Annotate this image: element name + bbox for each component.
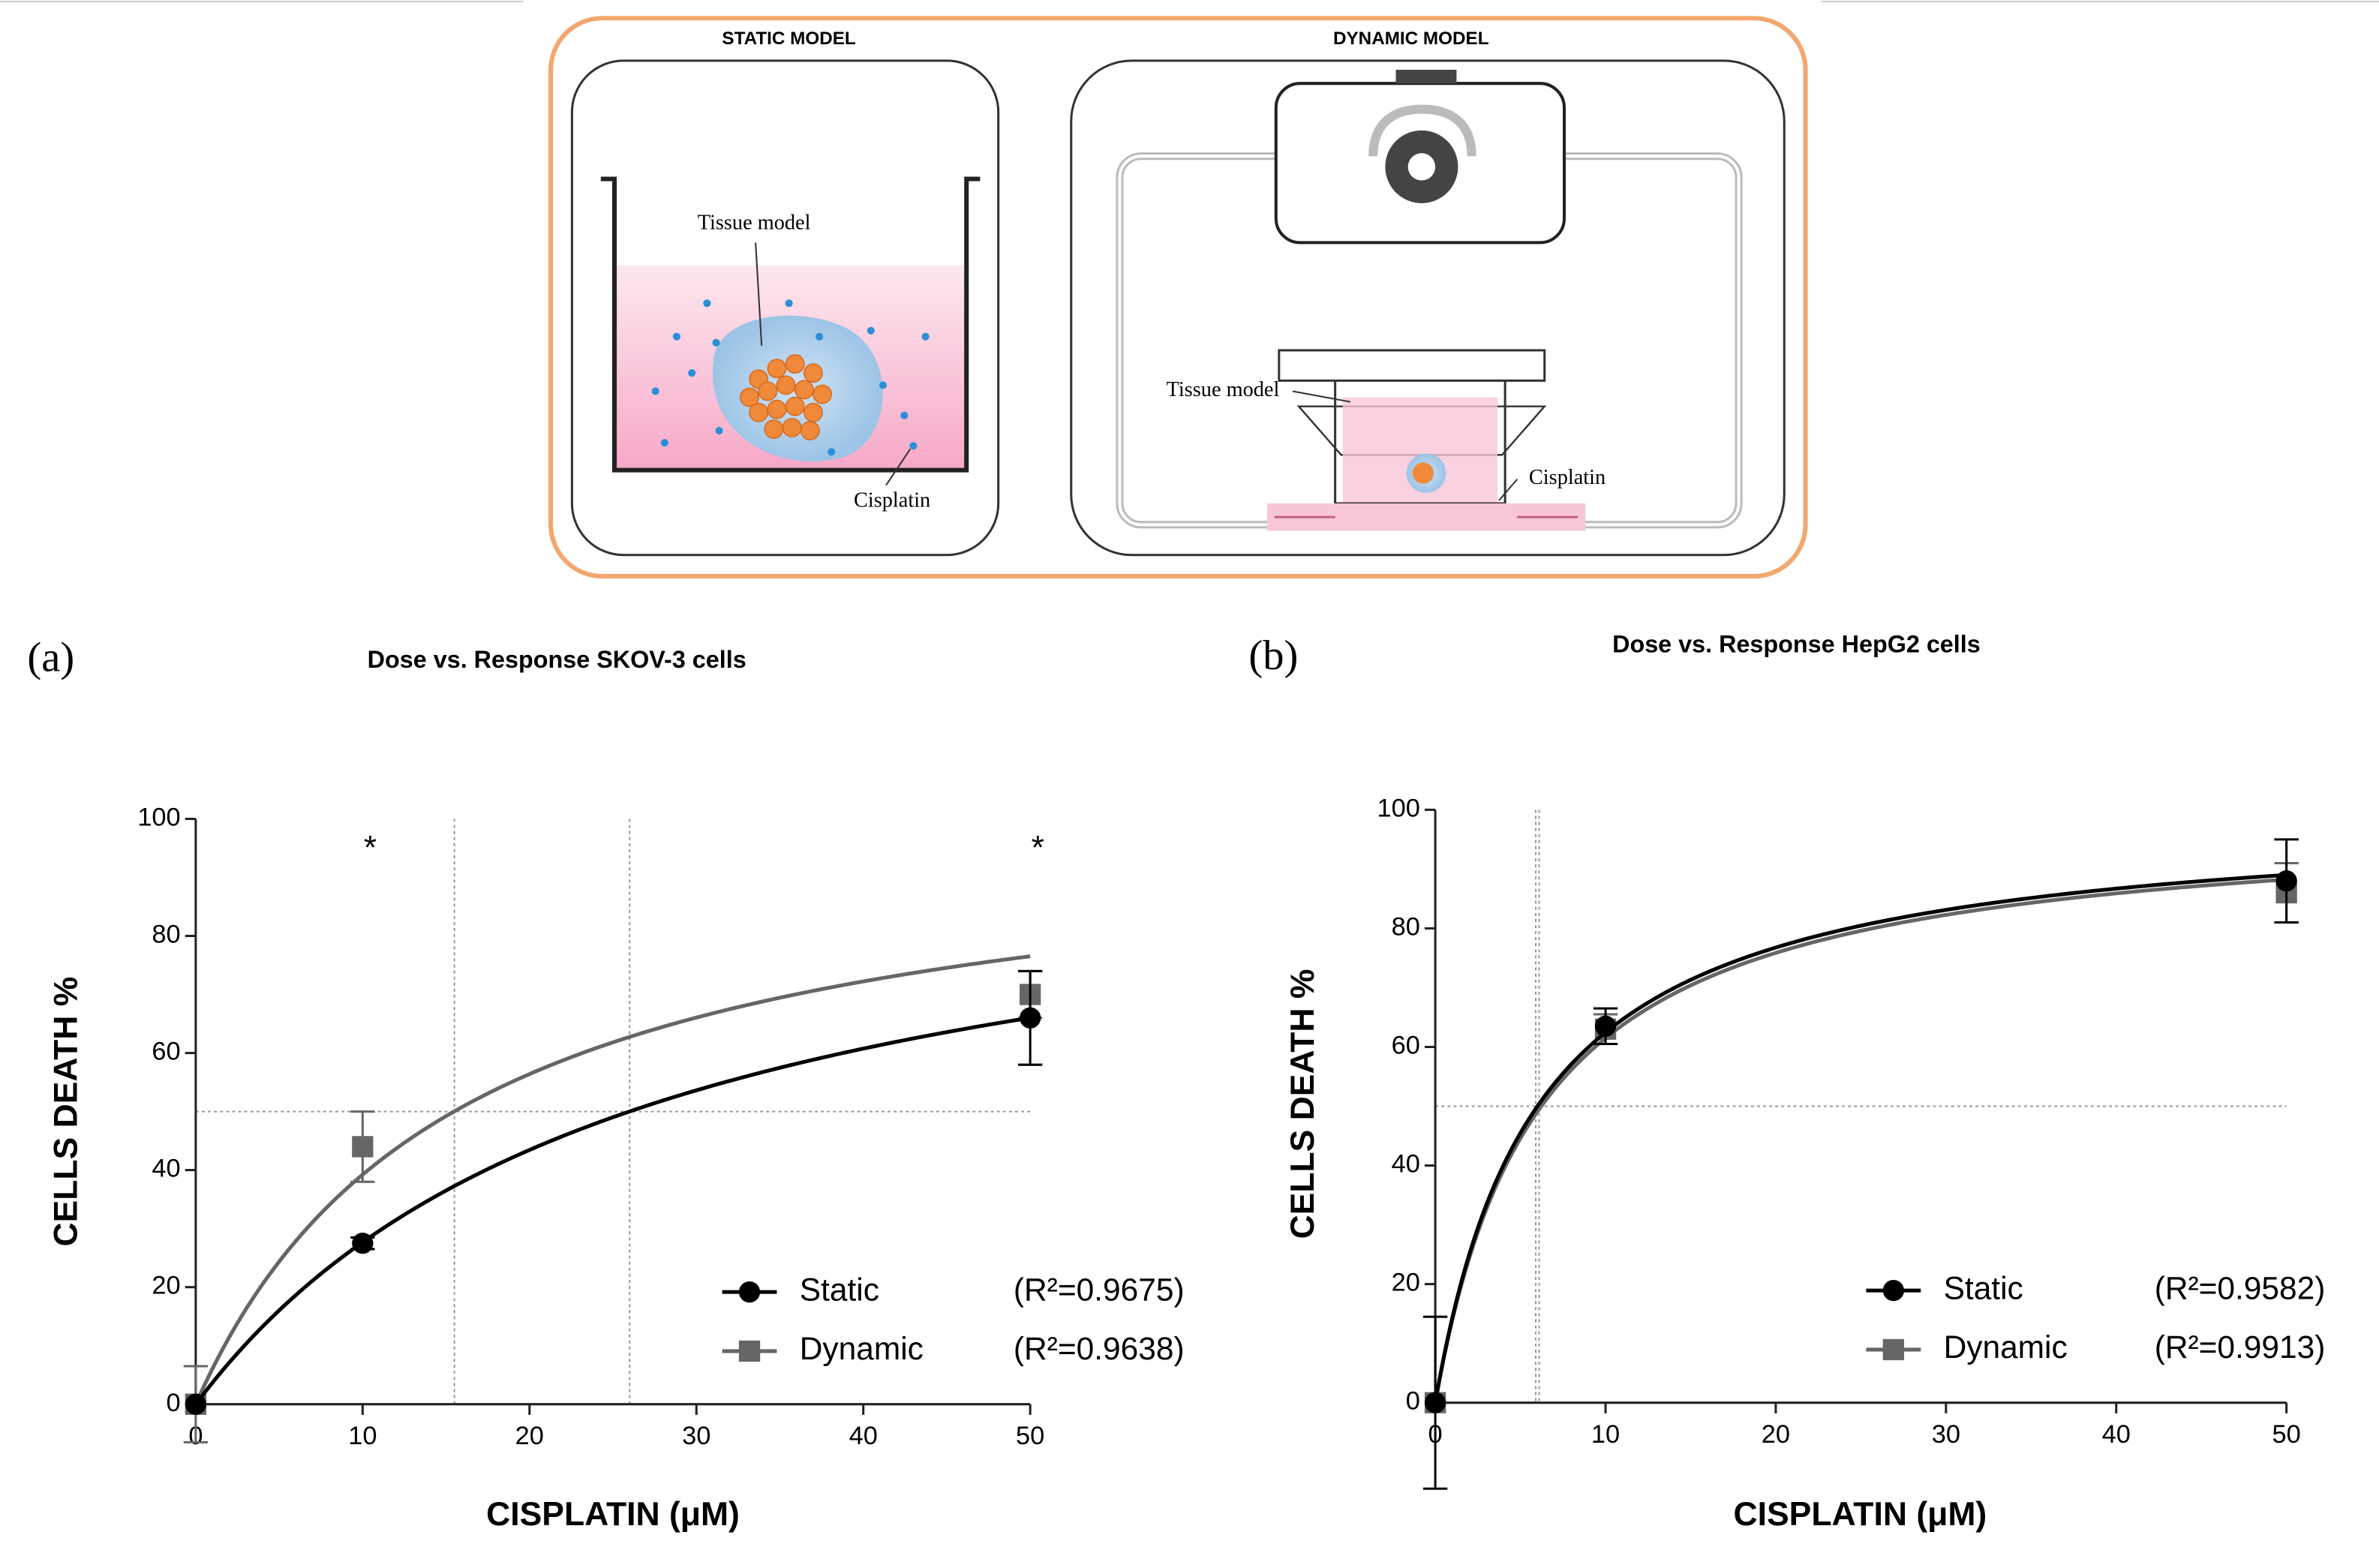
y-tick-label: 40: [1392, 1150, 1420, 1179]
legend-marker: [738, 1340, 761, 1362]
fit-curve: [1433, 873, 2287, 1404]
rotor-hub: [1407, 153, 1436, 181]
leader: [1292, 390, 1351, 403]
legend-r2: (R²=0.9582): [2155, 1270, 2326, 1305]
y-axis-label: CELLS DEATH %: [48, 977, 85, 1247]
x-tick-label: 10: [1591, 1420, 1620, 1449]
leader: [755, 242, 763, 346]
annotation: *: [1032, 830, 1044, 867]
fit-curve: [194, 954, 1031, 1405]
y-tick-label: 0: [167, 1389, 181, 1417]
y-tick-label: 80: [152, 921, 180, 949]
y-tick-label: 100: [1377, 794, 1420, 822]
legend-r2: (R²=0.9913): [2155, 1329, 2326, 1365]
pump-top: [1395, 69, 1457, 84]
point: [1424, 1392, 1446, 1413]
point: [1594, 1015, 1617, 1037]
diagram: STATIC MODEL DYNAMIC MODEL Tissue model …: [0, 1, 2379, 579]
y-tick-label: 20: [1392, 1269, 1420, 1297]
panel-label: (a): [27, 634, 74, 680]
fit-curve: [194, 1016, 1031, 1406]
legend-r2: (R²=0.9675): [1014, 1272, 1185, 1307]
legend-label: Static: [800, 1272, 879, 1307]
fit-curve: [1433, 877, 2287, 1404]
point: [185, 1393, 207, 1415]
point: [352, 1136, 374, 1158]
x-tick-label: 20: [1762, 1420, 1790, 1449]
x-axis-label: CISPLATIN (μM): [1734, 1496, 1987, 1533]
charts: (a) Dose vs. Response SKOV-3 cells CELLS D…: [27, 631, 2325, 1533]
chart-title: Dose vs. Response SKOV-3 cells: [368, 646, 746, 673]
cisplatin-label: Cisplatin: [1529, 466, 1606, 489]
y-tick-label: 20: [152, 1272, 180, 1300]
x-tick-label: 50: [2272, 1420, 2301, 1449]
x-tick-label: 20: [515, 1422, 544, 1450]
beaker: [600, 176, 981, 473]
x-tick-label: 30: [682, 1422, 710, 1450]
y-axis-label: CELLS DEATH %: [1284, 969, 1321, 1239]
y-tick-label: 40: [152, 1155, 180, 1183]
point: [352, 1232, 374, 1254]
panel-label: (b): [1248, 632, 1298, 679]
pump-tube: [1368, 104, 1476, 157]
tissue-label: Tissue model: [1167, 378, 1280, 401]
x-tick-label: 10: [348, 1422, 377, 1450]
y-tick-label: 60: [1392, 1032, 1420, 1060]
legend-r2: (R²=0.9638): [1014, 1331, 1185, 1366]
legend-marker: [738, 1281, 761, 1303]
leader: [1498, 479, 1518, 501]
dynamic-panel: [1070, 59, 1786, 557]
legend-marker: [1882, 1338, 1905, 1361]
static-label: STATIC MODEL: [722, 29, 855, 49]
annotation: *: [364, 830, 377, 867]
legend-label: Dynamic: [800, 1331, 924, 1366]
x-tick-label: 40: [2102, 1420, 2131, 1449]
legend-label: Dynamic: [1944, 1329, 2068, 1365]
point: [1020, 1007, 1041, 1029]
tissue-label: Tissue model: [698, 212, 811, 235]
cisplatin-label: Cisplatin: [854, 489, 930, 512]
cells: [1412, 462, 1434, 484]
chamber-lid: [1278, 349, 1546, 382]
legend-label: Static: [1944, 1270, 2023, 1305]
x-axis-label: CISPLATIN (μM): [486, 1496, 740, 1533]
chart-title: Dose vs. Response HepG2 cells: [1612, 631, 1981, 658]
drug-dots: [651, 299, 930, 456]
x-tick-label: 50: [1016, 1422, 1044, 1450]
y-tick-label: 0: [1406, 1387, 1420, 1416]
x-tick-label: 40: [849, 1422, 878, 1450]
leader: [885, 448, 912, 486]
y-tick-label: 80: [1392, 913, 1420, 942]
legend-marker: [1882, 1279, 1905, 1302]
cells: [740, 354, 833, 440]
x-tick-label: 30: [1932, 1420, 1960, 1449]
point: [2275, 870, 2297, 892]
y-tick-label: 60: [152, 1038, 180, 1066]
dynamic-label: DYNAMIC MODEL: [1333, 29, 1489, 49]
y-tick-label: 100: [137, 804, 180, 832]
